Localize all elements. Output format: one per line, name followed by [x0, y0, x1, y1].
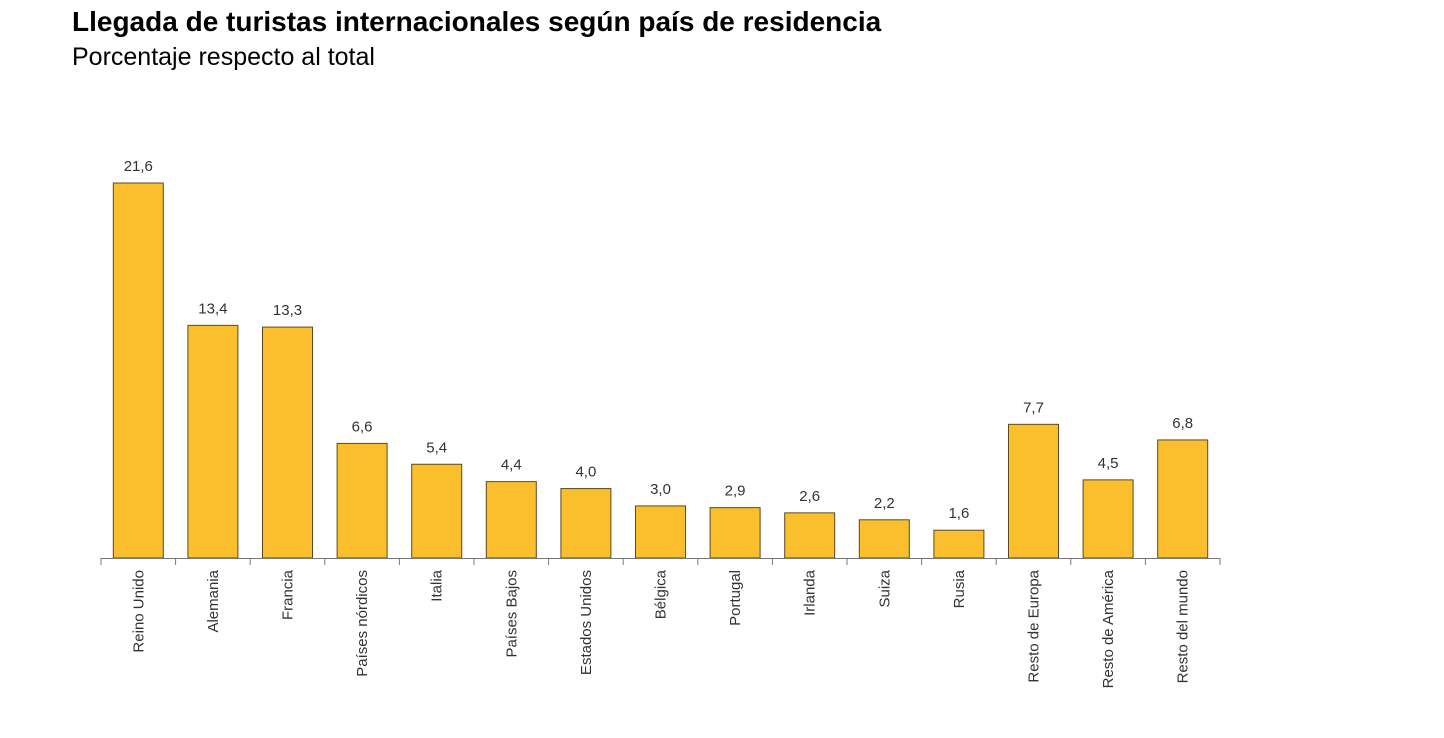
value-label: 1,6 — [948, 505, 969, 522]
chart-title: Llegada de turistas internacionales segú… — [72, 6, 882, 37]
bar — [1082, 479, 1134, 559]
x-tick-label: Reino Unido — [130, 570, 147, 653]
bar — [858, 519, 910, 559]
x-tick-label: Francia — [280, 569, 297, 620]
chart-subtitle: Porcentaje respecto al total — [72, 43, 375, 71]
bar — [709, 507, 761, 559]
bar — [485, 481, 537, 559]
bar — [1008, 423, 1059, 559]
bar — [112, 182, 164, 559]
bar — [262, 326, 313, 559]
value-label: 4,5 — [1098, 455, 1119, 472]
value-label: 2,2 — [874, 495, 895, 512]
bar — [635, 505, 686, 559]
bar — [1157, 439, 1209, 559]
value-label: 5,4 — [426, 439, 447, 456]
x-tick-label: Italia — [429, 569, 446, 601]
bar — [187, 324, 239, 559]
bar — [560, 488, 612, 559]
value-label: 2,9 — [725, 483, 746, 500]
x-tick-label: Irlanda — [802, 569, 819, 616]
x-tick-label: Países nórdicos — [354, 570, 371, 677]
x-tick-label: Suiza — [876, 569, 893, 607]
bar — [336, 442, 388, 559]
value-label: 13,3 — [273, 302, 302, 319]
x-tick-label: Rusia — [951, 569, 968, 608]
bar — [933, 529, 985, 559]
bar — [411, 463, 463, 559]
bar — [784, 512, 836, 559]
value-label: 13,4 — [198, 300, 227, 317]
x-tick-label: Países Bajos — [503, 570, 520, 658]
x-tick-label: Alemania — [205, 569, 222, 632]
value-label: 7,7 — [1023, 399, 1044, 416]
value-label: 2,6 — [799, 488, 820, 505]
x-tick-label: Resto del mundo — [1175, 570, 1192, 683]
x-tick-label: Bélgica — [653, 569, 670, 619]
value-label: 6,6 — [352, 418, 373, 435]
x-tick-label: Resto de América — [1100, 569, 1117, 688]
value-label: 4,0 — [575, 464, 596, 481]
x-tick-label: Estados Unidos — [578, 570, 595, 675]
x-tick-label: Portugal — [727, 570, 744, 626]
x-tick-label: Resto de Europa — [1026, 569, 1043, 682]
value-label: 6,8 — [1172, 415, 1193, 432]
value-label: 3,0 — [650, 481, 671, 498]
value-label: 21,6 — [124, 158, 153, 175]
value-label: 4,4 — [501, 457, 522, 474]
